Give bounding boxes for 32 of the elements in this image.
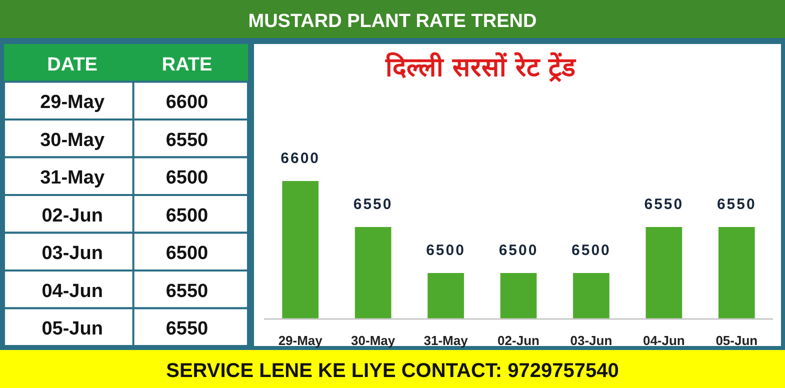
data-label: 6500 [166, 243, 208, 264]
category-label: 04-Jun [42, 280, 103, 302]
data-label: 6550 [166, 280, 208, 302]
data-label: 6500 [572, 242, 611, 259]
category-label: 29-May [40, 92, 105, 114]
category-label: 31-May [40, 168, 105, 189]
data-label: 6550 [166, 318, 208, 340]
data-label: 6500 [498, 242, 538, 259]
x-tick-label: 05-Jun [716, 333, 758, 348]
data-label: 6550 [644, 196, 684, 213]
x-tick-label: 30-May [351, 333, 396, 348]
data-label: 6500 [426, 242, 466, 259]
text: RATE [162, 54, 212, 76]
chart-title: दिल्ली सरसों रेट ट्रेंड [384, 52, 577, 83]
data-label: 6500 [166, 205, 208, 226]
text: MUSTARD PLANT RATE TREND [248, 11, 537, 32]
data-label: 6500 [166, 168, 208, 189]
category-label: 30-May [40, 130, 105, 151]
data-label: 6550 [166, 130, 208, 151]
x-tick-label: 31-May [424, 333, 469, 348]
x-tick-label: 02-Jun [498, 333, 540, 348]
text: DATE [47, 54, 98, 76]
category-label: 03-Jun [42, 243, 103, 264]
data-label: 6600 [280, 150, 320, 167]
data-label: 6600 [166, 92, 208, 114]
x-tick-label: 29-May [278, 333, 324, 348]
text: SERVICE LENE KE LIYE CONTACT: 9729757540 [166, 360, 619, 382]
category-label: 02-Jun [42, 205, 103, 226]
x-tick-label: 03-Jun [570, 333, 612, 348]
data-label: 6550 [716, 196, 756, 213]
x-tick-label: 04-Jun [642, 333, 685, 348]
data-label: 6550 [353, 196, 393, 213]
